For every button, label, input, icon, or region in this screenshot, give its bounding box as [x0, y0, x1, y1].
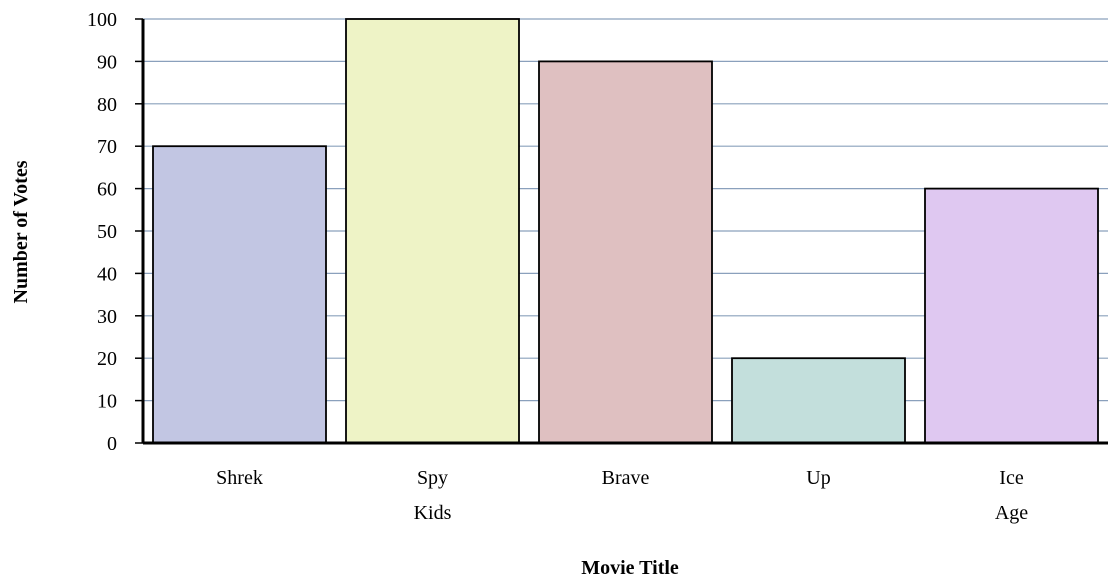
y-tick-label: 0 [107, 433, 117, 455]
x-tick-label: Shrek [216, 467, 263, 489]
x-tick-label: Spy [417, 467, 448, 489]
bar [345, 18, 520, 444]
bars [152, 18, 1099, 444]
y-tick-label: 60 [97, 179, 117, 201]
axes [141, 19, 1108, 445]
x-tick-label: Ice [999, 467, 1024, 489]
y-tick-label: 90 [97, 51, 117, 73]
x-tick-label: Kids [414, 502, 452, 524]
y-tick-label: 20 [97, 348, 117, 370]
bar [152, 145, 327, 444]
y-axis-title: Number of Votes [10, 160, 32, 303]
x-axis-title: Movie Title [581, 557, 679, 579]
y-axis-ticks: 0 10 20 30 40 50 60 70 80 90 100 [87, 9, 143, 455]
bar [538, 60, 713, 444]
bar [731, 357, 906, 444]
y-tick-label: 10 [97, 391, 117, 413]
bar [924, 187, 1099, 444]
y-tick-label: 100 [87, 9, 117, 31]
x-tick-label: Brave [602, 467, 650, 489]
y-tick-label: 70 [97, 136, 117, 158]
x-tick-label: Up [806, 467, 830, 489]
y-tick-label: 50 [97, 221, 117, 243]
y-tick-label: 30 [97, 306, 117, 328]
y-tick-label: 80 [97, 94, 117, 116]
y-tick-label: 40 [97, 263, 117, 285]
x-axis-ticks: Shrek Spy Kids Brave Up Ice Age [216, 467, 1028, 524]
x-tick-label: Age [995, 502, 1028, 524]
